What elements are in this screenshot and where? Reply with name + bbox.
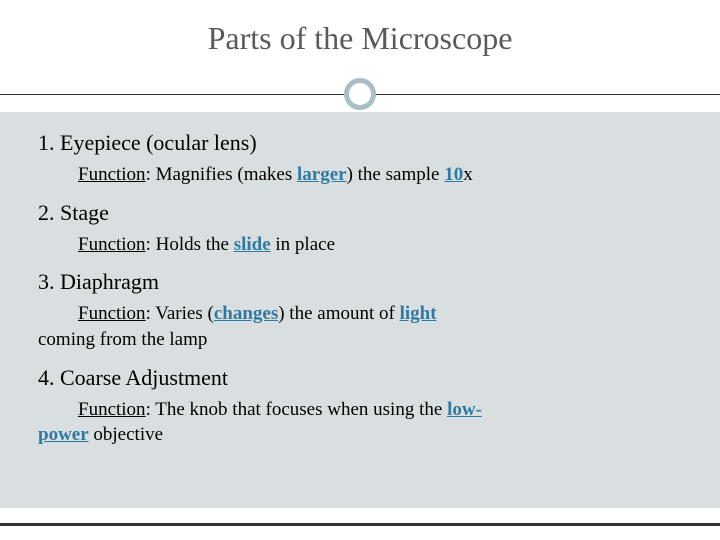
item-name: Stage [60, 200, 109, 225]
item-num: 2. [38, 200, 55, 225]
item-heading-1: 1. Eyepiece (ocular lens) [38, 130, 682, 156]
item-name: Eyepiece (ocular lens) [60, 130, 257, 155]
function-text: : Holds the [146, 234, 234, 255]
keyword: power [38, 424, 89, 445]
keyword: larger [297, 164, 347, 185]
item-name: Diaphragm [60, 269, 159, 294]
keyword: slide [234, 234, 271, 255]
keyword: 10 [444, 164, 463, 185]
slide-title: Parts of the Microscope [0, 20, 720, 57]
item-function-1: Function: Magnifies (makes larger) the s… [78, 162, 682, 188]
keyword: low- [447, 399, 482, 420]
function-text: in place [271, 234, 335, 255]
item-heading-4: 4. Coarse Adjustment [38, 365, 682, 391]
item-num: 3. [38, 269, 55, 294]
slide: Parts of the Microscope 1. Eyepiece (ocu… [0, 0, 720, 540]
title-area: Parts of the Microscope [0, 0, 720, 57]
function-continuation: coming from the lamp [38, 327, 682, 353]
function-label: Function [78, 399, 146, 420]
function-text: ) the sample [347, 164, 445, 185]
function-text: : Magnifies (makes [146, 164, 297, 185]
item-num: 1. [38, 130, 55, 155]
function-text: objective [89, 424, 163, 445]
keyword: changes [214, 303, 278, 324]
item-function-4: Function: The knob that focuses when usi… [38, 397, 682, 448]
function-label: Function [78, 234, 146, 255]
function-label: Function [78, 303, 146, 324]
keyword: light [400, 303, 437, 324]
item-name: Coarse Adjustment [60, 365, 228, 390]
item-num: 4. [38, 365, 55, 390]
decorative-circle-icon [344, 78, 376, 110]
item-heading-3: 3. Diaphragm [38, 269, 682, 295]
function-text: x [463, 164, 473, 185]
function-text: ) the amount of [278, 303, 399, 324]
content-area: 1. Eyepiece (ocular lens) Function: Magn… [38, 130, 682, 460]
footer-rule [0, 523, 720, 526]
function-text: : Varies ( [146, 303, 214, 324]
item-heading-2: 2. Stage [38, 200, 682, 226]
function-label: Function [78, 164, 146, 185]
item-function-3: Function: Varies (changes) the amount of… [38, 301, 682, 352]
function-continuation: power objective [38, 422, 682, 448]
function-text: : The knob that focuses when using the [146, 399, 448, 420]
item-function-2: Function: Holds the slide in place [78, 232, 682, 258]
